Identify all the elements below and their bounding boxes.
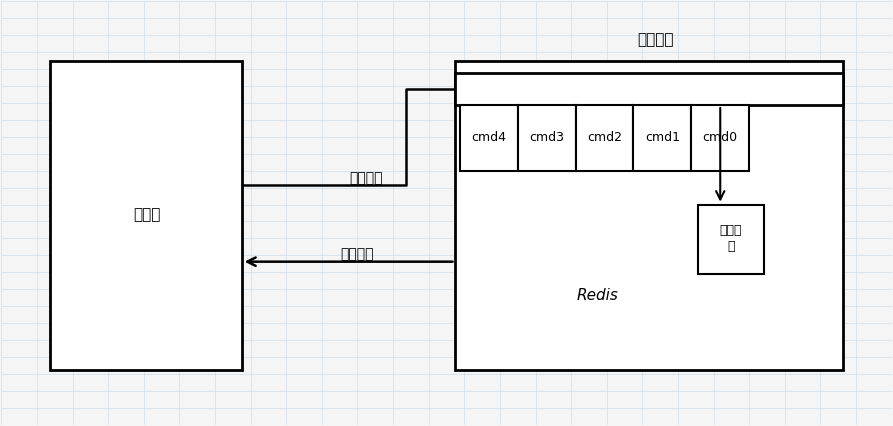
- Text: 客户端: 客户端: [133, 207, 160, 223]
- Text: 执行命
令: 执行命 令: [720, 224, 742, 253]
- Bar: [633, 105, 691, 171]
- Text: cmd0: cmd0: [703, 131, 738, 144]
- Bar: [455, 73, 843, 105]
- Bar: [576, 105, 633, 171]
- Bar: [518, 105, 576, 171]
- Text: Redis: Redis: [577, 288, 619, 303]
- Bar: [697, 204, 764, 274]
- Text: cmd4: cmd4: [472, 131, 506, 144]
- Text: 发送指令: 发送指令: [350, 172, 383, 185]
- Text: cmd2: cmd2: [587, 131, 622, 144]
- Bar: [460, 105, 518, 171]
- Bar: [455, 60, 843, 370]
- Bar: [691, 105, 749, 171]
- Text: 排队处理: 排队处理: [638, 32, 674, 47]
- Text: cmd3: cmd3: [530, 131, 564, 144]
- Text: 返回结果: 返回结果: [341, 248, 374, 262]
- Text: cmd1: cmd1: [645, 131, 680, 144]
- Bar: [50, 60, 242, 370]
